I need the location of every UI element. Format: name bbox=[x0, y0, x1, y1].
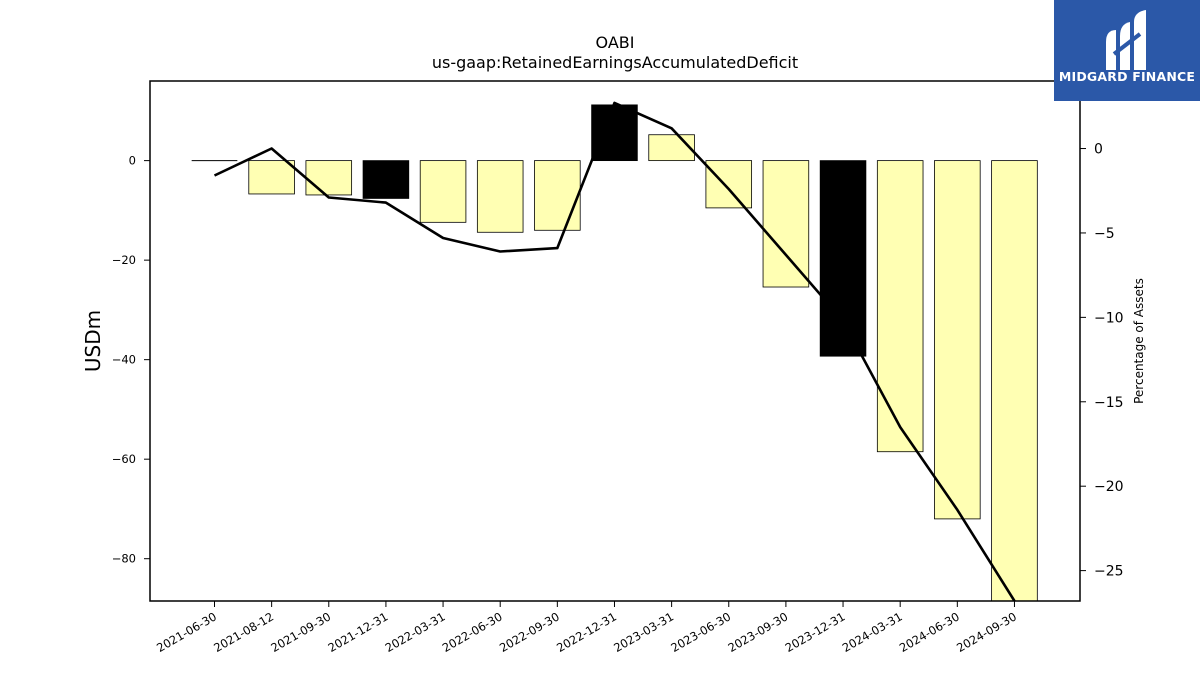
bar bbox=[362, 160, 410, 199]
x-tick-label: 2021-09-30 bbox=[268, 609, 333, 655]
bar bbox=[705, 160, 753, 209]
bar bbox=[476, 160, 524, 233]
x-tick-label: 2021-06-30 bbox=[154, 609, 219, 655]
bar bbox=[991, 160, 1038, 601]
logo-mark-icon bbox=[1106, 10, 1146, 70]
x-tick-label: 2024-06-30 bbox=[897, 609, 962, 655]
x-tick-label: 2022-03-31 bbox=[383, 609, 448, 655]
x-tick-label: 2022-09-30 bbox=[497, 609, 562, 655]
y-tick-label: −20 bbox=[112, 253, 136, 267]
bar bbox=[419, 160, 467, 223]
x-tick-label: 2022-06-30 bbox=[440, 609, 505, 655]
y-axis-label: USDm bbox=[81, 310, 105, 372]
y2-tick-label: −20 bbox=[1094, 479, 1124, 495]
y2-tick-label: −10 bbox=[1094, 310, 1124, 326]
bar bbox=[762, 160, 810, 288]
bar bbox=[591, 104, 638, 162]
x-tick-label: 2024-03-31 bbox=[840, 609, 905, 655]
y2-tick-label: −5 bbox=[1094, 226, 1115, 242]
x-tick-label: 2023-06-30 bbox=[668, 609, 733, 655]
bar bbox=[305, 160, 353, 196]
bar bbox=[534, 160, 581, 231]
x-tick-label: 2022-12-31 bbox=[554, 609, 619, 655]
x-tick-label: 2023-09-30 bbox=[726, 609, 791, 655]
bar bbox=[876, 160, 924, 453]
x-tick-label: 2021-12-31 bbox=[326, 609, 391, 655]
chart-subtitle: us-gaap:RetainedEarningsAccumulatedDefic… bbox=[431, 53, 799, 72]
line-group bbox=[213, 101, 1016, 601]
y2-tick-label: 0 bbox=[1094, 142, 1103, 158]
bar bbox=[648, 134, 695, 162]
y-tick-label: −40 bbox=[112, 353, 136, 367]
x-tick-label: 2021-08-12 bbox=[211, 609, 276, 655]
y2-tick-label: −15 bbox=[1094, 395, 1124, 411]
bar bbox=[248, 160, 295, 195]
logo-text: MIDGARD FINANCE bbox=[1058, 69, 1196, 84]
plot-frame bbox=[149, 80, 1081, 602]
y-tick-label: −60 bbox=[112, 452, 136, 466]
x-tick-label: 2023-03-31 bbox=[611, 609, 676, 655]
series-line bbox=[213, 101, 1016, 601]
midgard-finance-logo: MIDGARD FINANCE bbox=[1054, 0, 1200, 101]
bar-group bbox=[191, 104, 1038, 601]
x-tick-label: 2023-12-31 bbox=[783, 609, 848, 655]
y2-axis-label: Percentage of Assets bbox=[1132, 278, 1146, 404]
bar bbox=[934, 160, 981, 520]
y-tick-label: 0 bbox=[129, 154, 136, 168]
bar bbox=[819, 160, 867, 357]
chart-title: OABI bbox=[595, 33, 635, 52]
y-tick-label: −80 bbox=[112, 552, 136, 566]
x-tick-label: 2024-09-30 bbox=[954, 609, 1019, 655]
y2-tick-label: −25 bbox=[1094, 564, 1124, 580]
